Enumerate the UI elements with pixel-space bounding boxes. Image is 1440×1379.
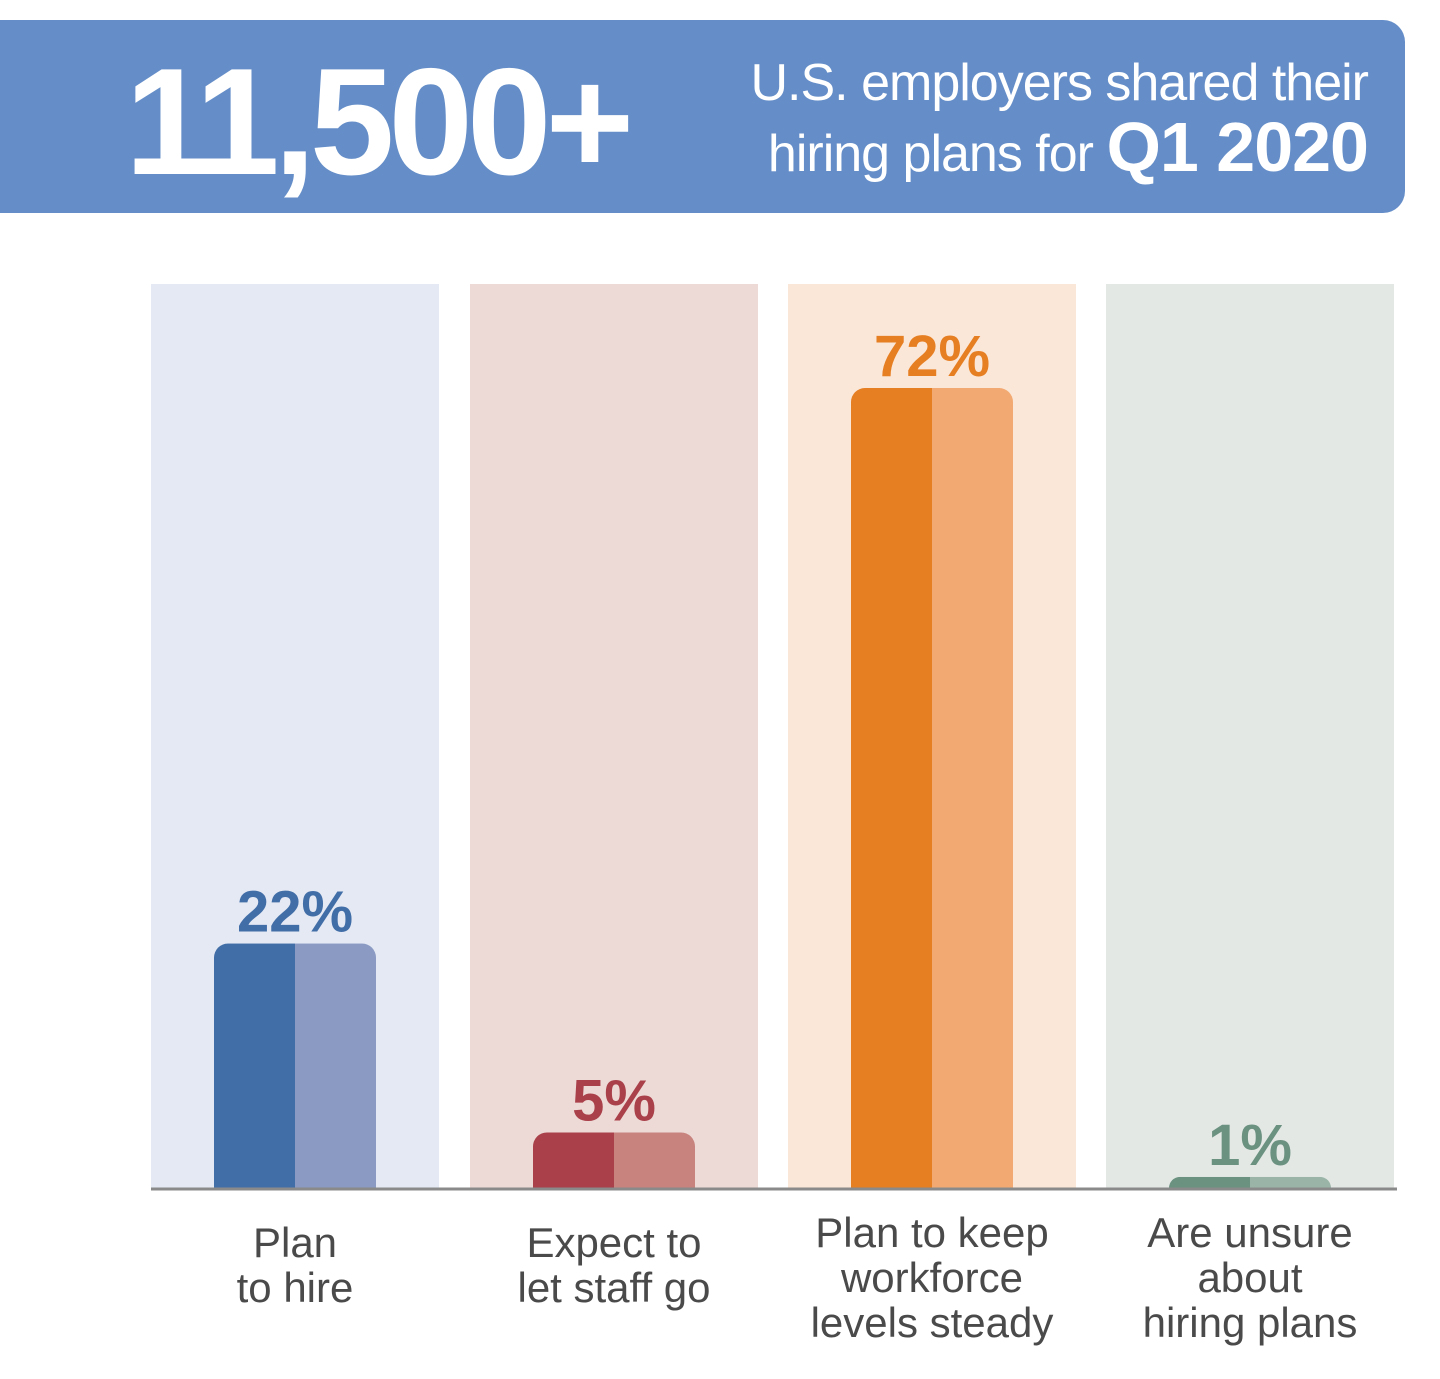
value-label: 22% bbox=[237, 880, 353, 945]
banner-text-prefix: hiring plans for bbox=[767, 125, 1107, 183]
bar-dark-half bbox=[214, 943, 295, 1188]
bar-light-half bbox=[1250, 1176, 1331, 1188]
category-label-plan-to-hire: Plan to hire bbox=[236, 1219, 354, 1311]
banner-text-line2: hiring plans for Q1 2020 bbox=[767, 112, 1369, 183]
bar-dark-half bbox=[533, 1132, 614, 1188]
banner-text-line1: U.S. employers shared their bbox=[750, 54, 1369, 112]
bar-light-half bbox=[295, 943, 376, 1188]
bar-dark-half bbox=[1169, 1176, 1250, 1188]
category-label-keep-levels-steady: Plan to keep workforce levels steady bbox=[810, 1209, 1054, 1346]
bar-dark-half bbox=[851, 388, 932, 1188]
value-label: 5% bbox=[572, 1068, 656, 1133]
value-label: 1% bbox=[1208, 1113, 1292, 1178]
category-panel bbox=[470, 284, 758, 1188]
bar-light-half bbox=[932, 388, 1013, 1188]
bar-light-half bbox=[614, 1132, 695, 1188]
bar bbox=[214, 943, 376, 1188]
bar bbox=[533, 1132, 695, 1188]
category-label-expect-to-let-staff-go: Expect to let staff go bbox=[517, 1219, 711, 1311]
bar bbox=[851, 388, 1013, 1188]
bar bbox=[1169, 1176, 1331, 1188]
respondent-count: 11,500+ bbox=[125, 37, 634, 207]
banner-quarter: Q1 2020 bbox=[1106, 108, 1369, 186]
header-banner bbox=[0, 20, 1405, 213]
category-panel bbox=[1106, 284, 1394, 1188]
category-label-unsure: Are unsure about hiring plans bbox=[1142, 1209, 1358, 1346]
value-label: 72% bbox=[874, 324, 990, 389]
